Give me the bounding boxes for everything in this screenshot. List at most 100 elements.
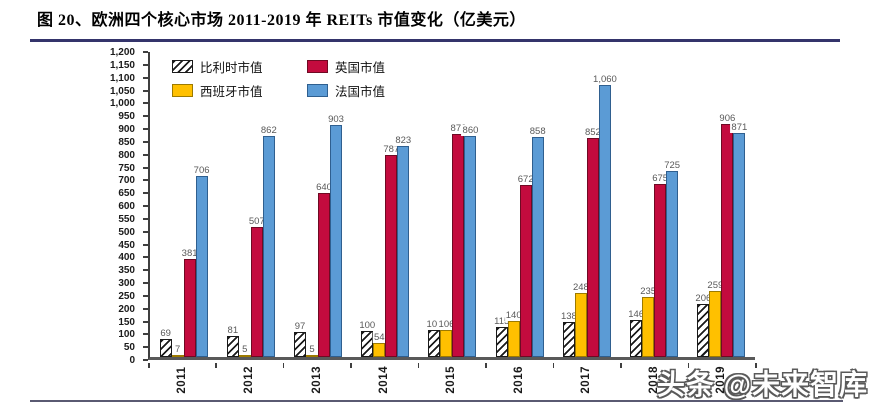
bar-value-label: 672 xyxy=(516,173,535,185)
y-tick-mark xyxy=(143,294,148,297)
y-tick-mark xyxy=(143,346,148,349)
bar-2015-s3: 860 xyxy=(461,125,480,357)
y-tick-label: 200 xyxy=(118,303,135,315)
bottom-rule xyxy=(30,400,843,402)
y-axis: 0 50 100 150 200 250 300 350 400 450 500 550 600 650 7… xyxy=(0,47,148,366)
bar-2011-s3: 706 xyxy=(192,164,211,357)
bar-value-label: 235 xyxy=(639,285,658,297)
bar-groups: 69 7 381 706 81 5 507 862 97 5 640 903 100 54 787 823 10… xyxy=(150,52,755,357)
bar-2012-s0: 81 xyxy=(226,325,240,357)
y-tick-label: 550 xyxy=(118,213,135,225)
x-tick-mark xyxy=(755,363,757,368)
bar-2015-s0: 106 xyxy=(425,318,444,357)
bar-2012-s3: 862 xyxy=(259,124,278,357)
y-tick-label: 750 xyxy=(118,162,135,174)
bar-value-label: 787 xyxy=(382,144,401,156)
bar-2015-s2: 870 xyxy=(449,122,468,357)
x-tick-mark xyxy=(620,363,622,368)
y-tick-label: 650 xyxy=(118,188,135,200)
bar-group-2013: 97 5 640 903 xyxy=(284,52,351,357)
y-tick-mark xyxy=(143,217,148,220)
bar-value-label: 906 xyxy=(718,113,737,125)
bar-group-2015: 106 106 870 860 xyxy=(419,52,486,357)
legend-label-belgium: 比利时市值 xyxy=(200,61,263,75)
bar-2011-s1: 7 xyxy=(171,344,184,357)
x-tick-mark xyxy=(350,363,352,368)
y-tick-mark xyxy=(143,192,148,195)
y-tick-mark xyxy=(143,333,148,336)
bar-value-label: 706 xyxy=(192,164,211,176)
y-tick-label: 700 xyxy=(118,175,135,187)
y-tick-label: 350 xyxy=(118,265,135,277)
x-tick-mark xyxy=(215,363,217,368)
bar-2013-s0: 97 xyxy=(293,321,307,357)
y-tick-label: 900 xyxy=(118,124,135,135)
bar-value-label: 248 xyxy=(571,282,590,294)
y-tick-label: 850 xyxy=(118,136,135,148)
bar-value-label: 69 xyxy=(159,328,172,340)
y-tick-mark xyxy=(143,89,148,92)
y-tick-label: 50 xyxy=(123,342,135,354)
y-tick-mark xyxy=(143,179,148,182)
bar-group-2014: 100 54 787 823 xyxy=(352,52,419,357)
x-cell-2011: 2011 xyxy=(148,366,215,394)
bar-value-label: 259 xyxy=(706,279,725,291)
y-tick-mark xyxy=(143,128,148,130)
bar-2012-s1: 5 xyxy=(238,344,251,357)
y-tick-mark xyxy=(143,269,148,272)
legend: 比利时市值 英国市值 西班牙市值 法国市值 xyxy=(172,57,427,100)
y-tick-label: 1,150 xyxy=(109,59,135,71)
x-tick-label: 2013 xyxy=(310,366,323,394)
legend-label-france: 法国市值 xyxy=(335,85,386,99)
legend-item-france: 法国市值 xyxy=(307,81,427,100)
bar-2018-s1: 235 xyxy=(639,285,658,357)
y-tick-label: 150 xyxy=(118,316,135,328)
bar-value-label: 138 xyxy=(559,310,578,322)
y-tick-mark xyxy=(143,102,148,105)
bar-2017-s0: 138 xyxy=(559,310,578,357)
x-cell-2012: 2012 xyxy=(215,366,282,394)
y-tick-label: 1,000 xyxy=(109,98,135,110)
y-tick-label: 1,050 xyxy=(109,85,135,97)
bar-2013-s2: 640 xyxy=(315,181,333,357)
bar-2019-s0: 206 xyxy=(694,293,713,357)
spain-swatch-icon xyxy=(172,84,193,97)
bar-group-2011: 69 7 381 706 xyxy=(150,52,217,357)
bar-2012-s2: 507 xyxy=(247,215,266,357)
bar-2016-s3: 858 xyxy=(528,125,547,357)
bar-2016-s2: 672 xyxy=(516,173,535,357)
x-tick-mark xyxy=(148,363,150,368)
legend-item-uk: 英国市值 xyxy=(307,57,427,76)
bar-value-label: 871 xyxy=(730,122,749,134)
bar-value-label: 146 xyxy=(627,308,646,320)
bar-value-label: 54 xyxy=(372,332,386,344)
bar-value-label: 507 xyxy=(247,215,266,227)
x-tick-mark xyxy=(485,363,487,368)
bar-2014-s0: 100 xyxy=(358,320,377,357)
bar-2014-s3: 823 xyxy=(394,134,413,357)
y-tick-label: 800 xyxy=(118,149,135,161)
y-tick-mark xyxy=(143,63,148,66)
y-tick-mark xyxy=(143,76,148,79)
y-tick-label: 250 xyxy=(118,290,135,302)
y-tick-mark xyxy=(143,205,148,207)
bar-2017-s2: 852 xyxy=(583,127,602,357)
x-tick-mark xyxy=(552,363,555,368)
x-tick-label: 2012 xyxy=(243,366,256,394)
bar-2017-s3: 1,060 xyxy=(592,73,618,357)
x-cell-2014: 2014 xyxy=(350,366,417,394)
bar-value-label: 100 xyxy=(358,320,377,332)
y-tick-label: 0 xyxy=(129,355,135,366)
bar-2019-s1: 259 xyxy=(706,279,725,357)
bar-2013-s1: 5 xyxy=(306,344,319,357)
legend-label-spain: 西班牙市值 xyxy=(200,85,263,99)
bar-2011-s0: 69 xyxy=(159,328,172,357)
x-tick-mark xyxy=(417,363,420,368)
y-tick-label: 600 xyxy=(118,201,135,212)
x-cell-2017: 2017 xyxy=(553,366,620,394)
y-tick-mark xyxy=(143,140,148,143)
x-tick-mark xyxy=(687,363,690,368)
bar-2011-s2: 381 xyxy=(180,248,199,357)
y-tick-mark xyxy=(143,230,148,233)
